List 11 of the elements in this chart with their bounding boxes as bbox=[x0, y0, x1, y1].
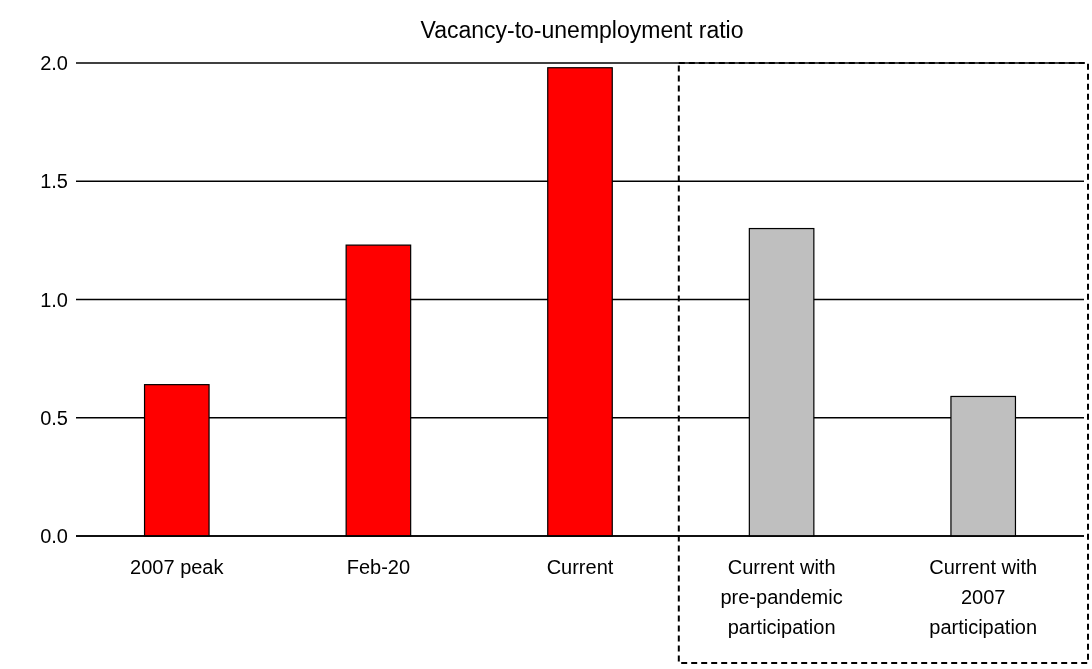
x-tick-label: Feb-20 bbox=[346, 556, 411, 578]
y-tick-label: 2.0 bbox=[40, 52, 68, 74]
y-tick-label: 0.0 bbox=[40, 525, 68, 547]
y-tick-label: 0.5 bbox=[40, 406, 68, 429]
x-tick-label: Current bbox=[546, 556, 614, 578]
x-tick-label: Current with pre-pandemic participation bbox=[720, 556, 843, 638]
chart-title: Vacancy-to-unemployment ratio bbox=[420, 17, 744, 43]
y-tick-label: 1.5 bbox=[40, 170, 68, 193]
x-tick-label: 2007 peak bbox=[130, 556, 225, 578]
x-tick-label: Current with 2007 participation bbox=[929, 556, 1038, 638]
y-tick-label: 1.0 bbox=[40, 288, 68, 311]
